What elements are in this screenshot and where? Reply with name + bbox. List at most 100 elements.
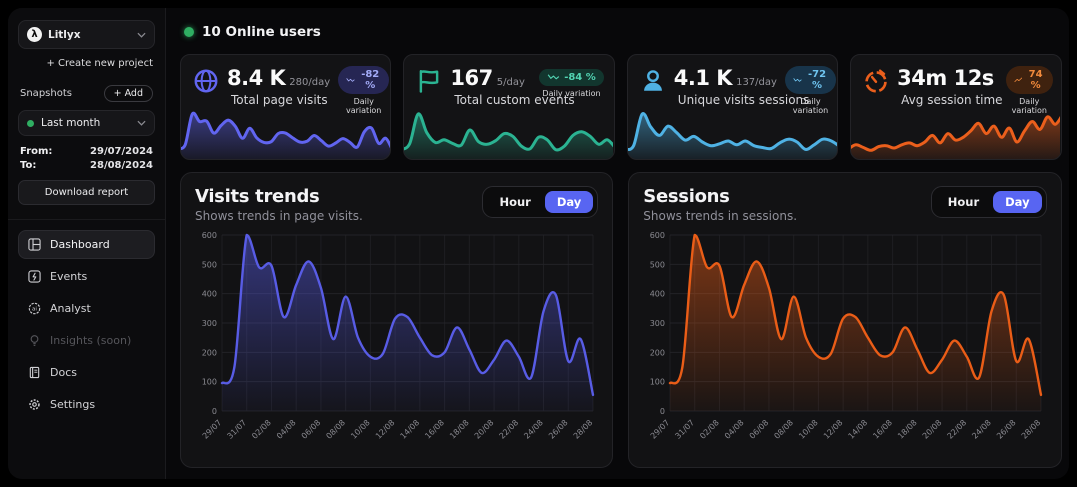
svg-text:400: 400 <box>202 290 217 299</box>
from-label: From: <box>20 146 53 157</box>
svg-text:02/08: 02/08 <box>250 418 273 441</box>
stat-label: Total page visits <box>231 93 328 107</box>
svg-text:14/08: 14/08 <box>399 418 422 441</box>
toggle-day-button[interactable]: Day <box>993 191 1042 213</box>
visits-trends-chart: 29/07 31/07 02/08 04/08 06/08 08/08 10/08 12/08… <box>195 227 598 453</box>
svg-text:500: 500 <box>202 260 217 269</box>
panel-subtitle: Shows trends in page visits. <box>195 209 363 223</box>
stat-card-total-page-visits: 8.4 K 280/day -82 % Daily variation Total… <box>180 54 392 160</box>
svg-text:24/08: 24/08 <box>971 418 994 441</box>
main-content: 10 Online users 8.4 K 280/day -82 % <box>166 8 1069 479</box>
stat-value: 8.4 K <box>227 66 286 90</box>
svg-text:16/08: 16/08 <box>872 418 895 441</box>
sidebar-item-label: Dashboard <box>50 238 110 251</box>
svg-text:22/08: 22/08 <box>946 418 969 441</box>
stat-label: Avg session time <box>901 93 1003 107</box>
daily-variation-badge: -82 % <box>338 66 390 94</box>
sessions-chart: 29/07 31/07 02/08 04/08 06/08 08/08 10/08 12/08… <box>643 227 1046 453</box>
svg-text:28/08: 28/08 <box>572 418 595 441</box>
online-users-count: 10 Online users <box>202 24 321 40</box>
panel-title: Visits trends <box>195 186 320 207</box>
sparkline-chart <box>851 105 1061 159</box>
docs-icon <box>28 366 41 379</box>
toggle-hour-button[interactable]: Hour <box>947 195 980 209</box>
to-value: 28/08/2024 <box>90 160 153 171</box>
svg-text:04/08: 04/08 <box>723 418 746 441</box>
svg-text:18/08: 18/08 <box>896 418 919 441</box>
svg-text:20/08: 20/08 <box>473 418 496 441</box>
stat-per-day: 5/day <box>496 77 525 88</box>
sidebar-item-label: Settings <box>50 398 96 411</box>
svg-text:31/07: 31/07 <box>225 418 248 441</box>
online-users-row: 10 Online users <box>184 22 1062 42</box>
trend-icon <box>346 78 355 82</box>
svg-text:600: 600 <box>202 231 217 240</box>
svg-text:06/08: 06/08 <box>300 418 323 441</box>
sparkline-chart <box>181 105 390 159</box>
svg-text:29/07: 29/07 <box>649 418 672 441</box>
snapshots-label: Snapshots <box>20 88 72 99</box>
create-new-project-link[interactable]: + Create new project <box>46 58 153 69</box>
toggle-hour-button[interactable]: Hour <box>499 195 531 209</box>
charts-row: Visits trends Shows trends in page visit… <box>180 172 1062 468</box>
user-icon <box>640 68 666 94</box>
sidebar-item-insights[interactable]: Insights (soon) <box>18 326 155 355</box>
svg-text:06/08: 06/08 <box>748 418 771 441</box>
svg-text:31/07: 31/07 <box>674 418 697 441</box>
project-selector[interactable]: λ Litlyx <box>18 20 155 49</box>
svg-text:300: 300 <box>650 319 665 328</box>
panel-title: Sessions <box>643 186 730 207</box>
svg-text:500: 500 <box>650 260 665 269</box>
snapshot-dropdown[interactable]: Last month <box>18 110 155 136</box>
svg-text:0: 0 <box>212 407 217 416</box>
svg-text:02/08: 02/08 <box>699 418 722 441</box>
svg-text:300: 300 <box>202 319 217 328</box>
dashboard-icon <box>28 238 41 251</box>
stat-card-total-custom-events: 167 5/day -84 % Daily variation Total cus… <box>403 54 615 160</box>
toggle-day-button[interactable]: Day <box>544 191 594 213</box>
sidebar-item-events[interactable]: Events <box>18 262 155 291</box>
svg-text:200: 200 <box>202 348 217 357</box>
download-report-button[interactable]: Download report <box>18 180 155 205</box>
snapshot-selected: Last month <box>41 117 101 129</box>
sidebar-item-settings[interactable]: Settings <box>18 390 155 419</box>
svg-text:20/08: 20/08 <box>921 418 944 441</box>
chevron-down-icon <box>137 32 146 38</box>
svg-text:10/08: 10/08 <box>349 418 372 441</box>
svg-text:26/08: 26/08 <box>547 418 570 441</box>
sidebar-item-label: Events <box>50 270 88 283</box>
events-icon <box>28 270 41 283</box>
svg-text:08/08: 08/08 <box>773 418 796 441</box>
svg-text:12/08: 12/08 <box>374 418 397 441</box>
online-status-dot <box>184 27 194 37</box>
sidebar-item-label: Docs <box>50 366 77 379</box>
globe-icon <box>193 68 219 94</box>
daily-variation-badge: -84 % <box>539 68 604 86</box>
stat-value: 34m 12s <box>897 66 994 90</box>
sidebar-item-docs[interactable]: Docs <box>18 358 155 387</box>
svg-text:12/08: 12/08 <box>822 418 845 441</box>
svg-text:100: 100 <box>202 378 217 387</box>
svg-text:10/08: 10/08 <box>797 418 820 441</box>
svg-text:200: 200 <box>650 348 665 357</box>
sidebar-item-analyst[interactable]: ai Analyst <box>18 294 155 323</box>
from-value: 29/07/2024 <box>90 146 153 157</box>
svg-text:24/08: 24/08 <box>522 418 545 441</box>
stat-value: 167 <box>450 66 493 90</box>
app-window: λ Litlyx + Create new project Snapshots … <box>8 8 1069 479</box>
add-snapshot-button[interactable]: + Add <box>103 85 153 102</box>
panel-subtitle: Shows trends in sessions. <box>643 209 798 223</box>
svg-text:600: 600 <box>650 231 665 240</box>
svg-text:400: 400 <box>650 290 665 299</box>
badge-caption: Daily variation <box>346 97 382 115</box>
sidebar-item-label: Analyst <box>50 302 91 315</box>
sessions-panel: Sessions Shows trends in sessions. Hour … <box>628 172 1062 468</box>
svg-text:29/07: 29/07 <box>201 418 224 441</box>
sidebar: λ Litlyx + Create new project Snapshots … <box>8 8 166 479</box>
sparkline-chart <box>404 105 614 159</box>
stat-per-day: 280/day <box>289 77 331 88</box>
sidebar-item-dashboard[interactable]: Dashboard <box>18 230 155 259</box>
visits-trends-panel: Visits trends Shows trends in page visit… <box>180 172 614 468</box>
to-label: To: <box>20 160 37 171</box>
stat-value: 4.1 K <box>673 66 733 90</box>
